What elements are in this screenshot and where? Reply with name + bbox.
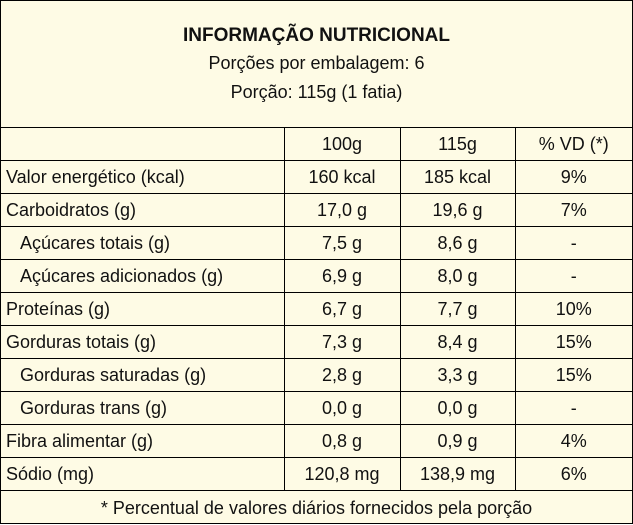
nutrient-name: Açúcares adicionados (g) xyxy=(1,259,285,293)
daily-value-percent: 4% xyxy=(514,424,632,458)
value-per-100g: 6,7 g xyxy=(283,292,401,326)
table-row: Gorduras saturadas (g) 2,8 g 3,3 g 15% xyxy=(1,358,632,392)
daily-value-percent: - xyxy=(514,259,632,293)
value-per-100g: 6,9 g xyxy=(283,259,401,293)
value-per-serving: 0,9 g xyxy=(399,424,516,458)
value-per-serving: 138,9 mg xyxy=(399,457,516,491)
servings-per-package: Porções por embalagem: 6 xyxy=(208,53,425,73)
nutrient-name: Gorduras saturadas (g) xyxy=(1,358,285,392)
daily-value-percent: - xyxy=(514,226,632,260)
column-header-serving: 115g xyxy=(399,128,516,161)
value-per-serving: 19,6 g xyxy=(399,193,516,227)
column-header-daily-value: % VD (*) xyxy=(514,128,632,161)
table-row: Fibra alimentar (g) 0,8 g 0,9 g 4% xyxy=(1,424,632,458)
table-row: Carboidratos (g) 17,0 g 19,6 g 7% xyxy=(1,193,632,227)
nutrient-name: Proteínas (g) xyxy=(1,292,285,326)
label-title: INFORMAÇÃO NUTRICIONAL xyxy=(182,25,451,46)
value-per-100g: 120,8 mg xyxy=(283,457,401,491)
table-row: Sódio (mg) 120,8 mg 138,9 mg 6% xyxy=(1,457,632,491)
label-header: INFORMAÇÃO NUTRICIONAL Porções por embal… xyxy=(1,1,632,128)
table-row: Gorduras trans (g) 0,0 g 0,0 g- xyxy=(1,391,632,425)
value-per-100g: 0,8 g xyxy=(283,424,401,458)
daily-value-percent: 15% xyxy=(514,358,632,392)
value-per-serving: 8,0 g xyxy=(399,259,516,293)
daily-value-percent: 10% xyxy=(514,292,632,326)
nutrient-name: Carboidratos (g) xyxy=(1,193,285,227)
value-per-serving: 0,0 g xyxy=(399,391,516,425)
value-per-serving: 3,3 g xyxy=(399,358,516,392)
table-header-row: 100g 115g % VD (*) xyxy=(1,128,632,161)
daily-value-percent: 7% xyxy=(514,193,632,227)
table-row: Valor energético (kcal) 160 kcal 185 kcal 9… xyxy=(1,160,632,194)
nutrient-name: Gorduras trans (g) xyxy=(1,391,285,425)
daily-value-percent: 9% xyxy=(514,160,632,194)
value-per-100g: 7,5 g xyxy=(283,226,401,260)
daily-value-percent: - xyxy=(514,391,632,425)
table-row: Açúcares totais (g) 7,5 g 8,6 g- xyxy=(1,226,632,260)
table-row: Gorduras totais (g) 7,3 g 8,4 g 15% xyxy=(1,325,632,359)
nutrient-name: Valor energético (kcal) xyxy=(1,160,285,194)
value-per-100g: 17,0 g xyxy=(283,193,401,227)
serving-size: Porção: 115g (1 fatia) xyxy=(230,82,403,102)
column-header-nutrient xyxy=(1,128,285,161)
value-per-100g: 2,8 g xyxy=(283,358,401,392)
value-per-100g: 7,3 g xyxy=(283,325,401,359)
nutrition-table: 100g 115g % VD (*) Valor energético (kca… xyxy=(1,128,632,491)
column-header-100g: 100g xyxy=(283,128,401,161)
value-per-100g: 160 kcal xyxy=(283,160,401,194)
nutrient-name: Fibra alimentar (g) xyxy=(1,424,285,458)
nutrient-name: Açúcares totais (g) xyxy=(1,226,285,260)
value-per-serving: 8,4 g xyxy=(399,325,516,359)
daily-value-percent: 6% xyxy=(514,457,632,491)
nutrient-name: Gorduras totais (g) xyxy=(1,325,285,359)
nutrient-name: Sódio (mg) xyxy=(1,457,285,491)
daily-value-footnote: * Percentual de valores diários fornecid… xyxy=(100,498,533,518)
value-per-100g: 0,0 g xyxy=(283,391,401,425)
value-per-serving: 185 kcal xyxy=(399,160,516,194)
daily-value-percent: 15% xyxy=(514,325,632,359)
table-row: Proteínas (g) 6,7 g 7,7 g 10% xyxy=(1,292,632,326)
table-row: Açúcares adicionados (g) 6,9 g 8,0 g- xyxy=(1,259,632,293)
value-per-serving: 7,7 g xyxy=(399,292,516,326)
value-per-serving: 8,6 g xyxy=(399,226,516,260)
